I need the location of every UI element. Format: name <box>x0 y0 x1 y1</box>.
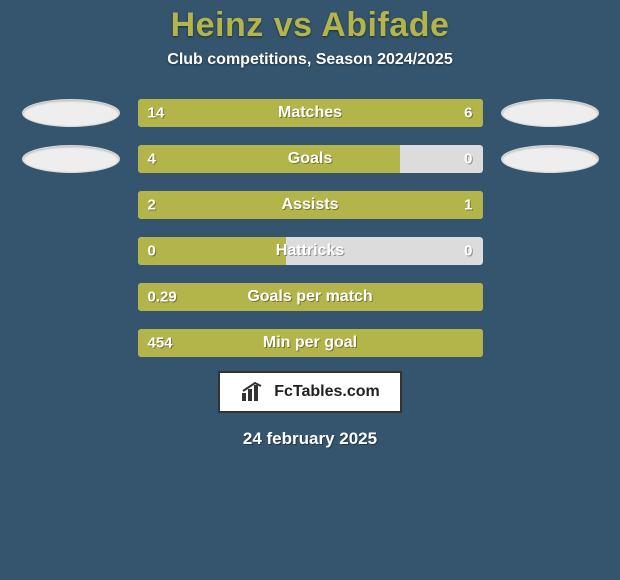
stat-row: Min per goal 454 <box>0 329 620 357</box>
page-subtitle: Club competitions, Season 2024/2025 <box>167 51 452 69</box>
stat-rows: Matches146Goals40Assists21Hattricks00Goa… <box>0 99 620 357</box>
stat-row: Matches 14 6 <box>0 99 620 127</box>
stat-bar: Assists 2 1 <box>138 191 483 219</box>
comparison-infographic: Heinz vs Abifade Club competitions, Seas… <box>0 0 620 580</box>
logo-text: FcTables.com <box>274 383 380 401</box>
stat-label: Matches <box>278 104 342 122</box>
footer-date: 24 february 2025 <box>243 429 377 449</box>
stat-bar: Goals per match 0.29 <box>138 283 483 311</box>
stat-bar: Goals 4 0 <box>138 145 483 173</box>
player-avatar-right <box>501 145 599 173</box>
stat-bar: Hattricks 0 0 <box>138 237 483 265</box>
stat-row: Hattricks 0 0 <box>0 237 620 265</box>
page-title: Heinz vs Abifade <box>171 6 450 45</box>
player-avatar-left <box>22 145 120 173</box>
stat-value-right: 0 <box>464 151 472 168</box>
stat-value-right: 1 <box>464 197 472 214</box>
stat-value-left: 14 <box>148 105 165 122</box>
stat-label: Hattricks <box>276 242 344 260</box>
player-avatar-right <box>501 99 599 127</box>
stat-label: Assists <box>282 196 339 214</box>
stat-value-right: 0 <box>464 243 472 260</box>
stat-bar: Min per goal 454 <box>138 329 483 357</box>
stat-value-left: 2 <box>148 197 156 214</box>
stat-value-left: 0 <box>148 243 156 260</box>
stat-value-right: 6 <box>464 105 472 122</box>
stat-value-left: 4 <box>148 151 156 168</box>
stat-bar: Matches 14 6 <box>138 99 483 127</box>
logo-badge: FcTables.com <box>218 371 402 413</box>
stat-value-left: 454 <box>148 335 173 352</box>
chart-icon <box>240 381 268 403</box>
stat-label: Min per goal <box>263 334 357 352</box>
stat-value-left: 0.29 <box>148 289 177 306</box>
stat-label: Goals <box>288 150 332 168</box>
stat-row: Goals 4 0 <box>0 145 620 173</box>
stat-row: Goals per match 0.29 <box>0 283 620 311</box>
stat-label: Goals per match <box>247 288 372 306</box>
stat-row: Assists 2 1 <box>0 191 620 219</box>
player-avatar-left <box>22 99 120 127</box>
